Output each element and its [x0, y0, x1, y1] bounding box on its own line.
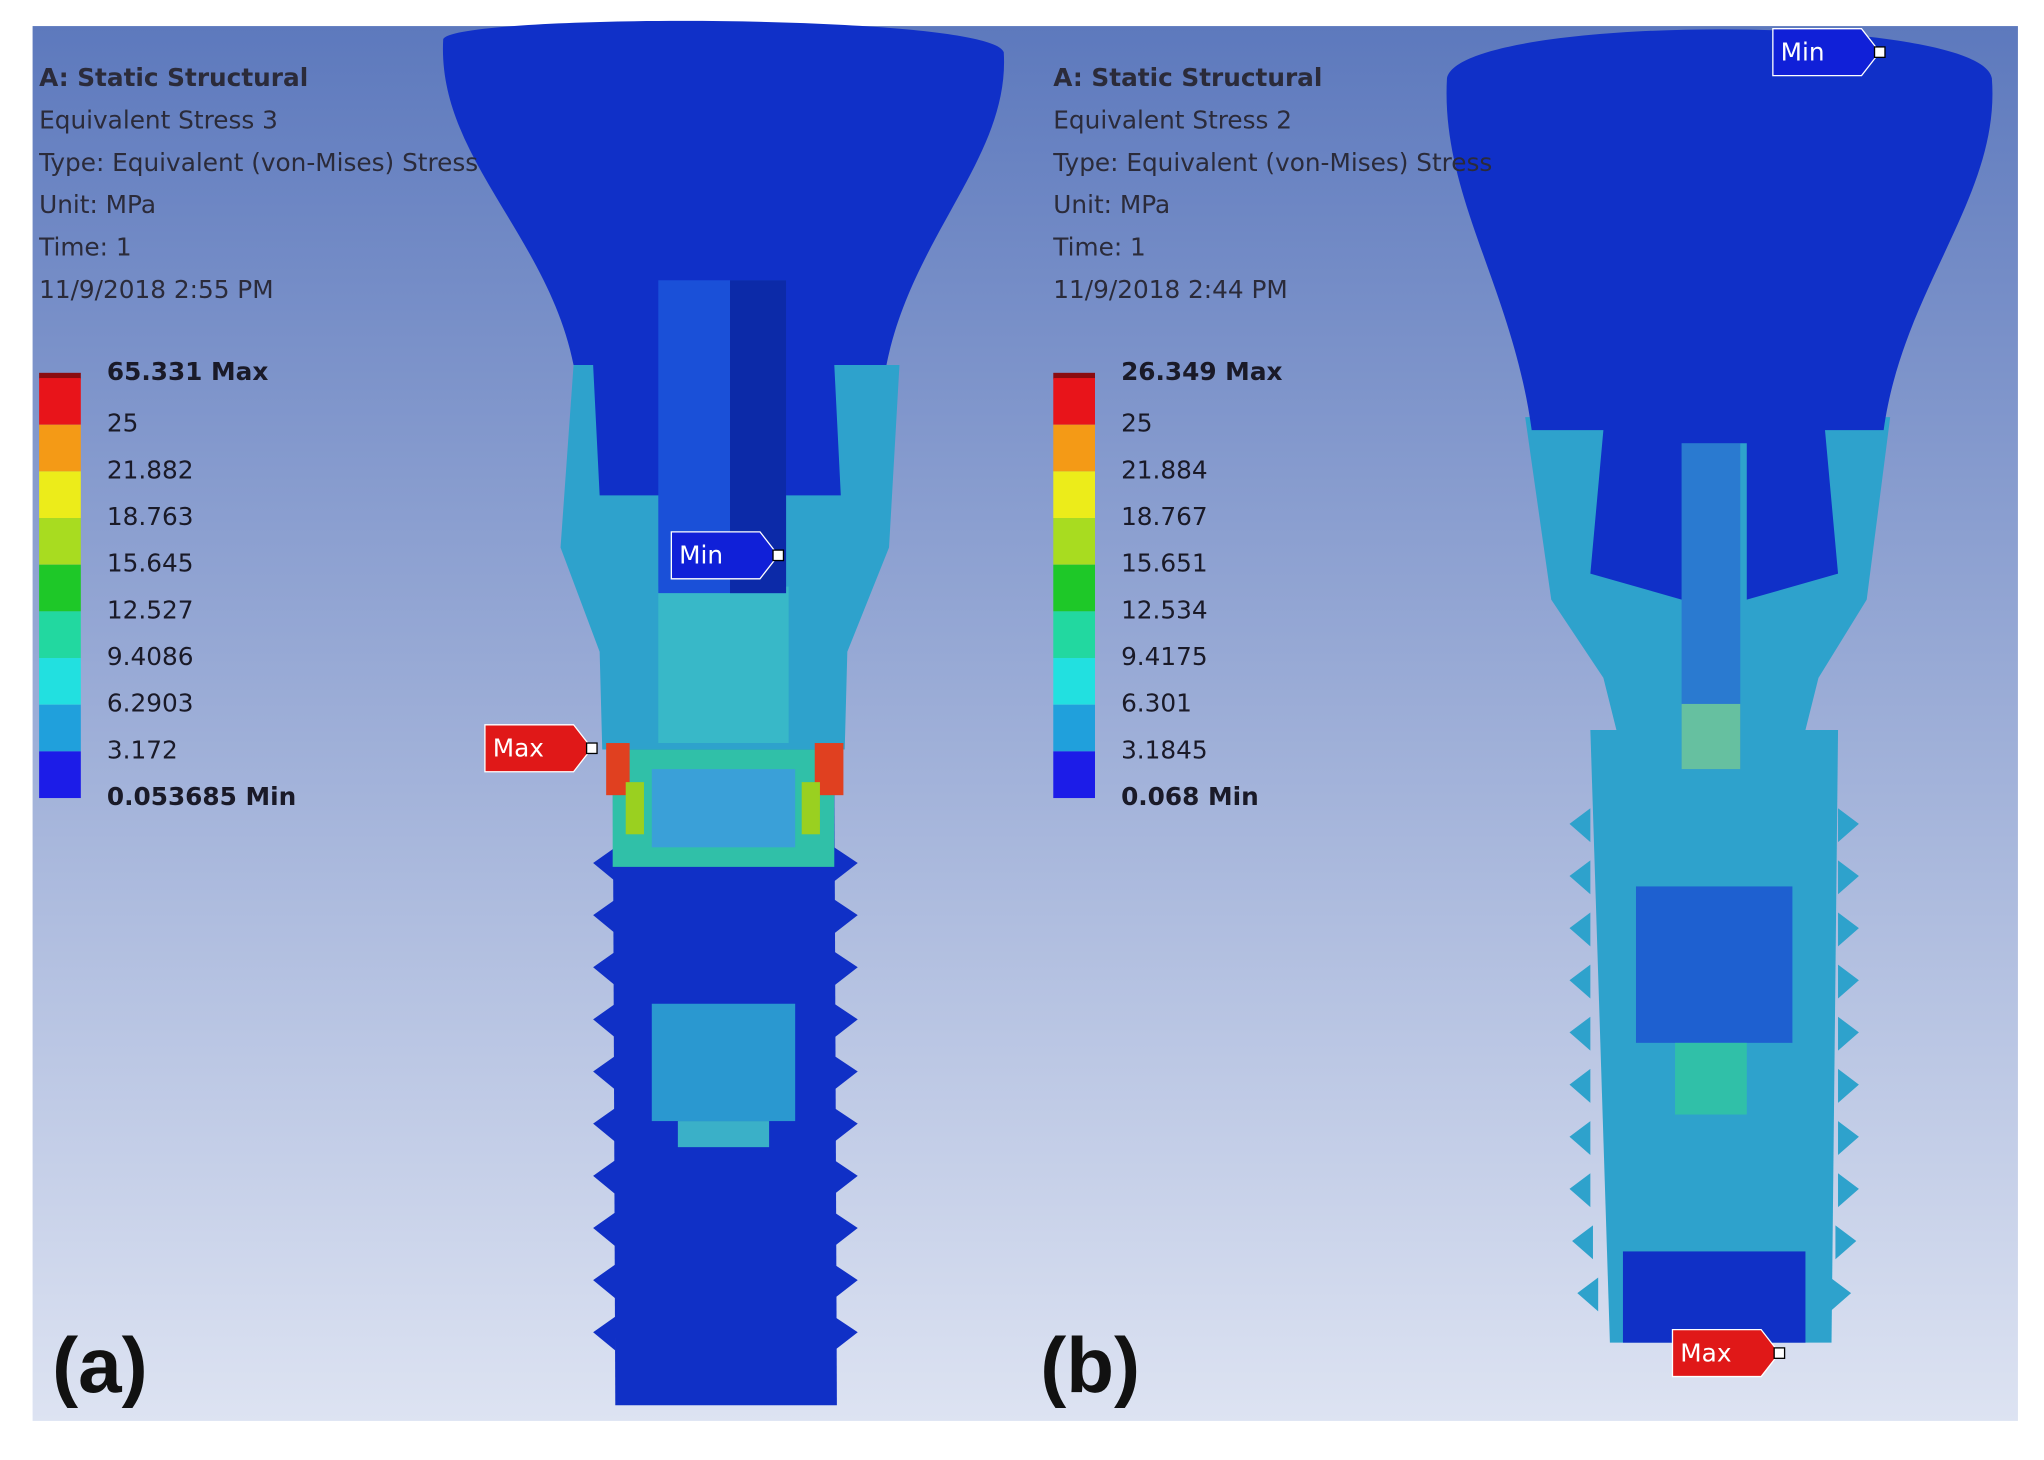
legend-band	[1053, 564, 1095, 612]
legend-cap	[1053, 372, 1095, 380]
header-line: Time: 1	[38, 233, 132, 262]
legend-label: 9.4175	[1121, 642, 1208, 671]
legend-band	[1053, 704, 1095, 752]
header-line: 11/9/2018 2:44 PM	[1053, 275, 1288, 304]
legend-band	[1053, 424, 1095, 472]
legend-band	[1053, 471, 1095, 519]
legend-band	[39, 658, 81, 705]
legend-label: 6.2903	[107, 689, 194, 718]
legend-label: 15.651	[1121, 549, 1208, 578]
legend-label: 21.882	[107, 455, 194, 484]
min-tag-shape	[1772, 28, 1881, 77]
min-tag-point	[772, 549, 785, 562]
legend-band	[39, 611, 81, 659]
legend-label: 26.349 Max	[1121, 357, 1282, 386]
legend-label: 3.1845	[1121, 735, 1208, 764]
legend-cap	[39, 372, 81, 380]
header-line: Type: Equivalent (von-Mises) Stress	[38, 148, 478, 177]
legend-label: 25	[107, 409, 138, 438]
legend-band	[39, 424, 81, 472]
legend-band	[39, 751, 81, 799]
legend-label: 3.172	[107, 735, 178, 764]
legend-label: 9.4086	[107, 642, 194, 671]
max-tag: Max	[493, 734, 544, 763]
legend-band	[1053, 518, 1095, 565]
header-line: Unit: MPa	[39, 190, 156, 219]
legend-band	[39, 704, 81, 752]
legend-label: 6.301	[1121, 689, 1192, 718]
min-tag-shape	[670, 531, 780, 580]
legend-band	[1053, 378, 1095, 425]
panel-label: (a)	[52, 1321, 148, 1409]
legend-label: 12.534	[1121, 595, 1208, 624]
legend-band	[1053, 611, 1095, 659]
min-tag: Min	[1781, 37, 1825, 66]
legend-label: 18.767	[1121, 502, 1208, 531]
header-line: Equivalent Stress 3	[39, 105, 278, 134]
legend-label: 18.763	[107, 502, 194, 531]
legend-band	[39, 378, 81, 425]
header-line: A: Static Structural	[39, 63, 308, 92]
legend-band	[1053, 658, 1095, 705]
panel-label: (b)	[1040, 1321, 1140, 1409]
header-line: Time: 1	[1052, 233, 1146, 262]
max-tag-point	[1773, 1347, 1786, 1359]
min-tag: Min	[679, 541, 723, 570]
header-line: Unit: MPa	[1053, 190, 1170, 219]
model-b	[1446, 29, 1993, 1343]
max-tag-shape	[1671, 1328, 1781, 1378]
legend-label: 65.331 Max	[107, 357, 268, 386]
header-line: Equivalent Stress 2	[1053, 105, 1292, 134]
legend-label: 0.068 Min	[1121, 782, 1259, 811]
legend-band	[39, 564, 81, 612]
header-line: Type: Equivalent (von-Mises) Stress	[1052, 148, 1492, 177]
legend-label: 12.527	[107, 595, 194, 624]
max-tag-shape	[484, 724, 593, 773]
legend-label: 21.884	[1121, 455, 1208, 484]
legend-band	[39, 518, 81, 565]
legend-label: 0.053685 Min	[107, 782, 296, 811]
max-tag: Max	[1680, 1338, 1731, 1367]
header-line: 11/9/2018 2:55 PM	[39, 275, 274, 304]
min-tag-point	[1873, 46, 1886, 59]
legend-band	[39, 471, 81, 519]
legend-label: 25	[1121, 409, 1153, 438]
legend-band	[1053, 751, 1095, 799]
max-tag-point	[585, 742, 598, 755]
legend-label: 15.645	[107, 549, 194, 578]
header-line: A: Static Structural	[1053, 63, 1322, 92]
